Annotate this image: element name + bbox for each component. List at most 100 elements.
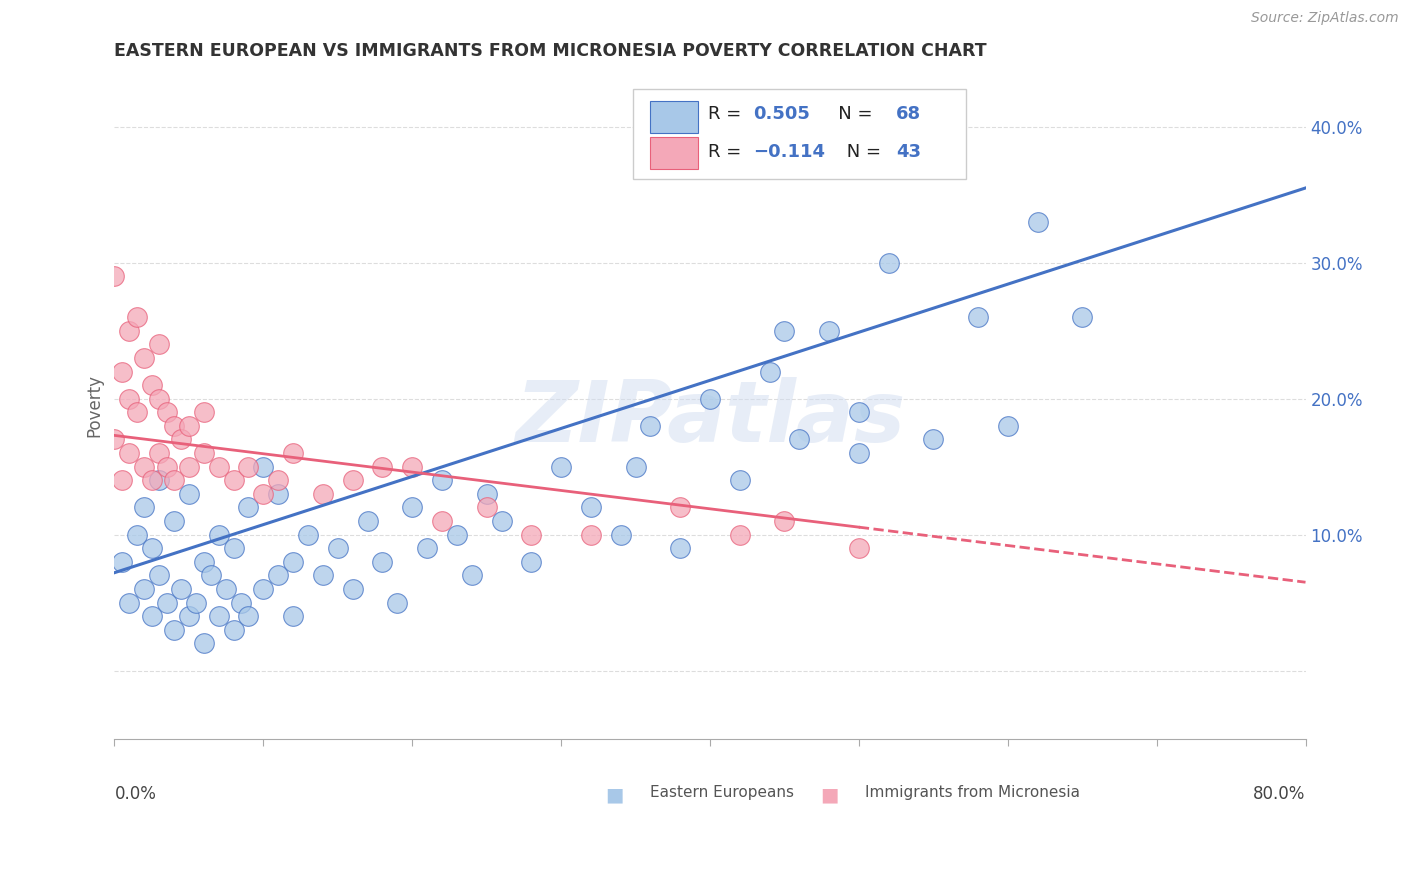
Point xyxy=(170,433,193,447)
Point xyxy=(118,446,141,460)
Point xyxy=(134,582,156,596)
Point xyxy=(387,596,409,610)
Point xyxy=(155,459,177,474)
Point xyxy=(609,527,631,541)
Point xyxy=(267,568,290,582)
Point xyxy=(148,473,170,487)
Point xyxy=(267,487,290,501)
Point xyxy=(848,446,870,460)
Point xyxy=(624,459,647,474)
Text: R =: R = xyxy=(707,105,747,123)
Point xyxy=(141,473,163,487)
Point xyxy=(640,418,662,433)
Text: Source: ZipAtlas.com: Source: ZipAtlas.com xyxy=(1251,12,1399,25)
Point xyxy=(967,310,990,325)
Point xyxy=(208,527,231,541)
Point xyxy=(401,500,423,515)
Point xyxy=(148,337,170,351)
Point xyxy=(773,324,796,338)
Point xyxy=(669,541,692,556)
Point xyxy=(222,541,245,556)
Text: Eastern Europeans: Eastern Europeans xyxy=(651,785,794,800)
Point xyxy=(252,459,274,474)
Point xyxy=(141,609,163,624)
Point xyxy=(229,596,252,610)
Point xyxy=(208,609,231,624)
Point xyxy=(208,459,231,474)
Point xyxy=(141,541,163,556)
Point xyxy=(520,527,543,541)
Point xyxy=(461,568,484,582)
Point xyxy=(118,392,141,406)
Text: 0.0%: 0.0% xyxy=(114,785,156,803)
Point xyxy=(125,527,148,541)
Point xyxy=(281,555,304,569)
Point xyxy=(430,473,453,487)
Text: R =: R = xyxy=(707,143,747,161)
Point xyxy=(186,596,208,610)
Point xyxy=(134,459,156,474)
Text: ■: ■ xyxy=(820,785,838,805)
Point xyxy=(148,446,170,460)
Point xyxy=(163,473,186,487)
Point xyxy=(787,433,810,447)
Point xyxy=(118,324,141,338)
Point xyxy=(342,473,364,487)
Text: EASTERN EUROPEAN VS IMMIGRANTS FROM MICRONESIA POVERTY CORRELATION CHART: EASTERN EUROPEAN VS IMMIGRANTS FROM MICR… xyxy=(114,42,987,60)
Point xyxy=(252,582,274,596)
FancyBboxPatch shape xyxy=(651,137,697,169)
Point xyxy=(1071,310,1094,325)
Point xyxy=(312,568,335,582)
Point xyxy=(446,527,468,541)
Point xyxy=(267,473,290,487)
Point xyxy=(281,609,304,624)
Text: N =: N = xyxy=(841,143,887,161)
Point xyxy=(177,418,200,433)
Point xyxy=(238,459,260,474)
Point xyxy=(193,636,215,650)
Point xyxy=(163,623,186,637)
Point xyxy=(103,269,125,284)
Text: N =: N = xyxy=(821,105,877,123)
FancyBboxPatch shape xyxy=(633,89,966,179)
Point xyxy=(758,364,780,378)
Point xyxy=(281,446,304,460)
Point xyxy=(155,596,177,610)
Point xyxy=(238,609,260,624)
Point xyxy=(177,487,200,501)
Point xyxy=(1026,215,1049,229)
Point xyxy=(475,487,498,501)
Point xyxy=(848,541,870,556)
Point xyxy=(111,555,134,569)
Point xyxy=(222,473,245,487)
Point xyxy=(163,514,186,528)
Point xyxy=(579,527,602,541)
Point xyxy=(550,459,572,474)
Point xyxy=(371,555,394,569)
Point xyxy=(141,378,163,392)
Point xyxy=(297,527,319,541)
Text: ■: ■ xyxy=(606,785,624,805)
Point xyxy=(125,405,148,419)
Point xyxy=(728,527,751,541)
Point xyxy=(134,500,156,515)
Point xyxy=(342,582,364,596)
Point xyxy=(773,514,796,528)
Point xyxy=(401,459,423,474)
Point xyxy=(148,392,170,406)
Point xyxy=(103,433,125,447)
Point xyxy=(193,555,215,569)
Point xyxy=(475,500,498,515)
Point xyxy=(491,514,513,528)
Point xyxy=(111,473,134,487)
Point xyxy=(520,555,543,569)
Text: −0.114: −0.114 xyxy=(752,143,825,161)
Point xyxy=(699,392,721,406)
Text: 0.505: 0.505 xyxy=(752,105,810,123)
Text: 80.0%: 80.0% xyxy=(1253,785,1306,803)
Text: Immigrants from Micronesia: Immigrants from Micronesia xyxy=(865,785,1080,800)
Point xyxy=(669,500,692,515)
Point xyxy=(238,500,260,515)
Point xyxy=(430,514,453,528)
FancyBboxPatch shape xyxy=(651,101,697,133)
